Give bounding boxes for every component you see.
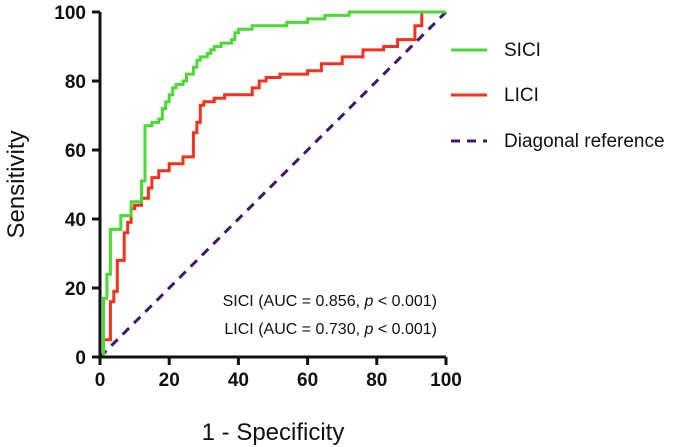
series-line-diagonal-reference — [98, 10, 448, 359]
legend: SICI LICI Diagonal reference — [451, 40, 665, 152]
x-axis-title: 1 - Specificity — [202, 419, 345, 446]
legend-label-sici: SICI — [504, 40, 541, 61]
x-tick-label: 100 — [430, 370, 462, 391]
x-tick-label: 40 — [228, 370, 249, 391]
auc-annotation-sici-auc: 0.856 — [316, 293, 356, 310]
x-tick-label: 20 — [159, 370, 180, 391]
y-tick-label: 100 — [54, 3, 86, 24]
x-tick-label: 0 — [95, 370, 106, 391]
x-tick-label: 60 — [297, 370, 318, 391]
y-tick-label: 40 — [65, 210, 86, 231]
auc-annotation-sici-name: SICI — [223, 293, 254, 310]
y-tick-label: 60 — [65, 141, 86, 162]
x-tick-label: 80 — [366, 370, 387, 391]
auc-annotation-sici: SICI (AUC = 0.856, p < 0.001) — [223, 293, 437, 310]
auc-annotation-lici-auc: 0.730 — [316, 321, 356, 338]
series-layer — [98, 10, 448, 359]
axes-layer — [98, 12, 446, 359]
ticks-layer: 0 20 40 60 80 100 0 20 40 60 80 100 — [54, 3, 462, 391]
auc-annotation-lici-p: 0.001 — [392, 321, 432, 338]
series-line-lici — [100, 10, 446, 359]
auc-annotation-sici-p: 0.001 — [392, 293, 432, 310]
auc-annotation-lici-name: LICI — [224, 321, 253, 338]
auc-annotation-lici: LICI (AUC = 0.730, p < 0.001) — [224, 321, 437, 338]
auc-annotations: SICI (AUC = 0.856, p < 0.001) LICI (AUC … — [223, 293, 437, 338]
legend-label-diagonal-reference: Diagonal reference — [504, 131, 665, 152]
legend-label-lici: LICI — [504, 85, 539, 106]
series-line-sici — [100, 10, 446, 359]
y-axis-title: Sensitivity — [3, 130, 30, 238]
y-tick-label: 80 — [65, 72, 86, 93]
y-tick-label: 20 — [65, 279, 86, 300]
y-tick-label: 0 — [75, 348, 86, 369]
